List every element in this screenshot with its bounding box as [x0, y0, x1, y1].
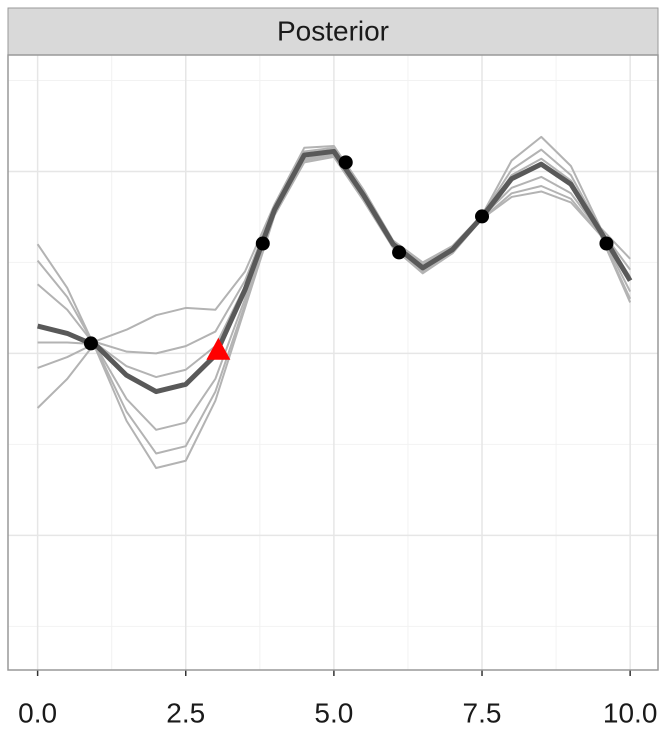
- x-tick-label: 5.0: [314, 697, 353, 728]
- observed-point: [255, 236, 270, 251]
- observed-point: [599, 236, 614, 251]
- x-tick-label: 7.5: [463, 697, 502, 728]
- facet-title: Posterior: [277, 15, 389, 46]
- panel-border: [7, 54, 659, 671]
- sample-line: [36, 155, 632, 470]
- x-tick-label: 2.5: [166, 697, 205, 728]
- sample-line: [37, 146, 631, 369]
- observed-point: [392, 245, 407, 260]
- x-tick-label: 10.0: [603, 697, 658, 728]
- candidate-point: [206, 337, 231, 360]
- facet-strip: [7, 7, 659, 56]
- observed-point: [83, 336, 98, 351]
- observed-point: [475, 209, 490, 224]
- sample-line: [36, 135, 631, 409]
- observed-point: [338, 155, 353, 170]
- mean-line: [37, 148, 633, 395]
- x-tick-label: 0.0: [18, 697, 57, 728]
